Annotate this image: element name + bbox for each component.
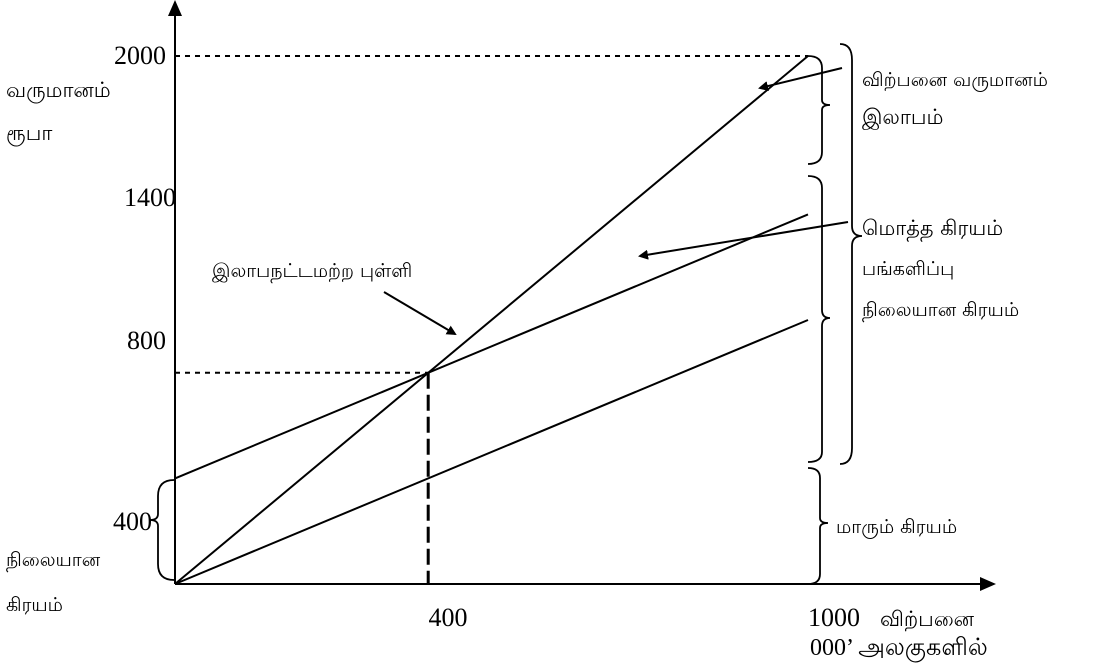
fixed-cost-left-brace	[149, 479, 175, 581]
y-tick-label-2000: 2000	[114, 41, 166, 70]
contribution-label: பங்களிப்பு	[862, 258, 954, 280]
y-axis-arrow-icon	[168, 0, 182, 16]
profit-brace	[807, 55, 831, 165]
series-line-total-cost	[174, 213, 809, 480]
break-even-label: இலாபநட்டமற்ற புள்ளி	[212, 260, 412, 283]
y-axis-label: வருமானம்	[6, 78, 111, 103]
profit-label: இலாபம்	[862, 105, 943, 130]
revenue-arrow-icon	[758, 67, 843, 91]
y-tick-label-800: 800	[127, 326, 166, 355]
fixed-cost-right-label: நிலையான கிரயம்	[862, 299, 1019, 322]
x-tick-label-1000: 1000	[808, 603, 860, 632]
total-cost-label: மொத்த கிரயம்	[862, 216, 1003, 242]
y-tick-label-400: 400	[113, 507, 152, 536]
series-line-variable-cost	[174, 319, 809, 585]
contribution-brace	[807, 175, 831, 463]
fixed-cost-left-label-2: கிரயம்	[6, 594, 63, 616]
variable-cost-brace	[807, 467, 829, 585]
y-tick-label-1400: 1400	[124, 183, 176, 212]
y-axis-unit-label: ரூபா	[6, 121, 52, 146]
variable-cost-label: மாரும் கிரயம்	[836, 516, 957, 539]
break-even-arrow-icon	[383, 291, 457, 336]
revenue-label: விற்பனை வருமானம்	[862, 69, 1048, 92]
total-cost-arrow-icon	[638, 221, 849, 260]
x-axis-label: விற்பனை	[880, 607, 975, 631]
x-axis-unit-label: 000’ அலகுகளில்	[810, 635, 988, 662]
revenue-brace	[839, 43, 863, 465]
fixed-cost-left-label-1: நிலையான	[6, 549, 101, 572]
x-axis-arrow-icon	[980, 577, 996, 591]
series-line-sales-revenue	[174, 55, 809, 585]
x-tick-label-400: 400	[429, 603, 468, 632]
